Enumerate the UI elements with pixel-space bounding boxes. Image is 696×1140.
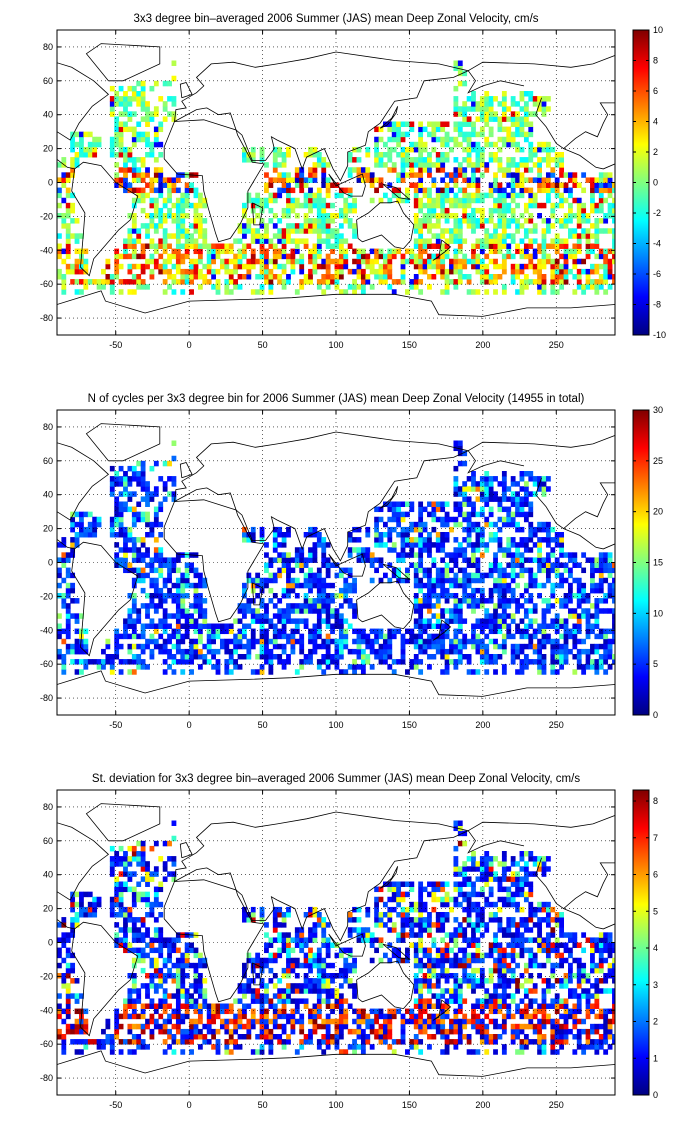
y-tick-label: -20 <box>40 971 53 981</box>
y-tick-label: 60 <box>43 836 53 846</box>
colorbar-tick-label: 25 <box>653 456 663 466</box>
colorbar-tick-label: 30 <box>653 405 663 415</box>
x-tick-label: 0 <box>187 1100 192 1110</box>
y-tick-label: -40 <box>40 625 53 635</box>
chart-svg: 3x3 degree bin–averaged 2006 Summer (JAS… <box>40 13 666 350</box>
chart-title: 3x3 degree bin–averaged 2006 Summer (JAS… <box>133 13 538 25</box>
colorbar-tick-label: -4 <box>653 239 661 249</box>
y-tick-label: -60 <box>40 279 53 289</box>
colorbar-tick-label: 20 <box>653 507 663 517</box>
grid-lines <box>57 410 615 715</box>
colorbar-tick-label: -6 <box>653 269 661 279</box>
y-tick-label: 0 <box>48 178 53 188</box>
y-tick-label: -60 <box>40 1039 53 1049</box>
grid-lines <box>57 790 615 1095</box>
y-tick-label: -20 <box>40 591 53 601</box>
y-tick-label: 20 <box>43 904 53 914</box>
colorbar-tick-label: 5 <box>653 906 658 916</box>
colorbar-tick-label: -10 <box>653 330 666 340</box>
heatmap-cells <box>57 30 615 335</box>
x-tick-label: 150 <box>402 720 417 730</box>
y-tick-label: -80 <box>40 1073 53 1083</box>
x-tick-label: 200 <box>475 1100 490 1110</box>
colorbar-tick-label: 0 <box>653 1090 658 1100</box>
x-tick-label: 200 <box>475 720 490 730</box>
colorbar-tick-label: 2 <box>653 147 658 157</box>
x-tick-label: 50 <box>258 340 268 350</box>
colorbar-tick-label: 4 <box>653 117 658 127</box>
y-tick-label: 80 <box>43 802 53 812</box>
colorbar-tick-label: 3 <box>653 980 658 990</box>
x-tick-label: 50 <box>258 1100 268 1110</box>
colorbar-tick-label: 10 <box>653 608 663 618</box>
colorbar: 0 5 10 15 20 25 30 <box>632 405 663 720</box>
y-tick-label: 40 <box>43 110 53 120</box>
colorbar-tick-label: 0 <box>653 710 658 720</box>
y-tick-label: -80 <box>40 693 53 703</box>
x-tick-label: 150 <box>402 1100 417 1110</box>
x-tick-label: 150 <box>402 340 417 350</box>
heatmap-cells <box>57 410 615 715</box>
x-tick-label: 100 <box>328 340 343 350</box>
colorbar-tick-label: -8 <box>653 300 661 310</box>
panel-std-deviation: St. deviation for 3x3 degree bin–average… <box>0 760 696 1140</box>
x-tick-label: 250 <box>549 720 564 730</box>
y-tick-label: 40 <box>43 490 53 500</box>
y-tick-label: 60 <box>43 456 53 466</box>
y-tick-label: 80 <box>43 422 53 432</box>
y-tick-label: -40 <box>40 1005 53 1015</box>
x-tick-label: 100 <box>328 720 343 730</box>
grid-lines <box>57 30 615 335</box>
colorbar: -10 -8 -6 -4 -2 0 2 4 6 8 10 <box>632 25 666 340</box>
colorbar-tick-label: 2 <box>653 1017 658 1027</box>
colorbar-tick-label: 0 <box>653 178 658 188</box>
y-tick-label: 40 <box>43 870 53 880</box>
y-tick-label: 0 <box>48 558 53 568</box>
y-tick-label: -60 <box>40 659 53 669</box>
colorbar-tick-label: -2 <box>653 208 661 218</box>
y-tick-label: -20 <box>40 211 53 221</box>
coastlines <box>57 423 615 715</box>
y-tick-label: 60 <box>43 76 53 86</box>
y-tick-label: 20 <box>43 144 53 154</box>
y-tick-label: 80 <box>43 42 53 52</box>
x-tick-label: 0 <box>187 720 192 730</box>
chart-svg: St. deviation for 3x3 degree bin–average… <box>40 773 658 1110</box>
colorbar-tick-label: 8 <box>653 56 658 66</box>
colorbar-tick-label: 10 <box>653 25 663 35</box>
x-tick-label: -50 <box>109 720 122 730</box>
colorbar-tick-label: 8 <box>653 796 658 806</box>
y-tick-label: -80 <box>40 313 53 323</box>
chart-title: St. deviation for 3x3 degree bin–average… <box>92 773 580 785</box>
x-tick-label: 200 <box>475 340 490 350</box>
chart-svg: N of cycles per 3x3 degree bin for 2006 … <box>40 393 663 730</box>
panel-mean-velocity: 3x3 degree bin–averaged 2006 Summer (JAS… <box>0 0 696 380</box>
colorbar-tick-label: 5 <box>653 659 658 669</box>
chart-title: N of cycles per 3x3 degree bin for 2006 … <box>88 393 585 405</box>
colorbar-tick-label: 15 <box>653 558 663 568</box>
colorbar-tick-label: 6 <box>653 86 658 96</box>
x-tick-label: 50 <box>258 720 268 730</box>
panel-cycle-count: N of cycles per 3x3 degree bin for 2006 … <box>0 380 696 760</box>
colorbar-tick-label: 1 <box>653 1053 658 1063</box>
x-tick-label: -50 <box>109 1100 122 1110</box>
heatmap-cells <box>57 790 615 1095</box>
colorbar-tick-label: 4 <box>653 943 658 953</box>
x-tick-label: -50 <box>109 340 122 350</box>
colorbar: 0 1 2 3 4 5 6 7 8 <box>632 789 658 1100</box>
y-tick-label: -40 <box>40 245 53 255</box>
colorbar-tick-label: 6 <box>653 870 658 880</box>
x-tick-label: 250 <box>549 340 564 350</box>
colorbar-tick-label: 7 <box>653 833 658 843</box>
x-tick-label: 250 <box>549 1100 564 1110</box>
x-tick-label: 0 <box>187 340 192 350</box>
y-tick-label: 0 <box>48 938 53 948</box>
y-tick-label: 20 <box>43 524 53 534</box>
x-tick-label: 100 <box>328 1100 343 1110</box>
